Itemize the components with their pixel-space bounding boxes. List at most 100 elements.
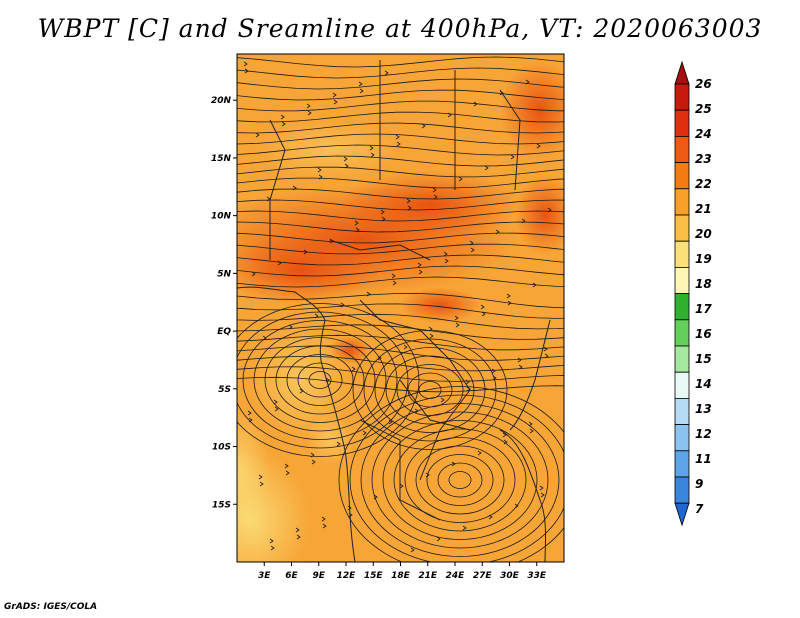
colorbar-swatch [674, 162, 690, 190]
lat-tick-label: 20N [211, 96, 232, 106]
streamline [237, 303, 420, 457]
lat-tick-label: 15S [212, 500, 231, 510]
streamline-arrow [292, 185, 297, 191]
streamline-arrow [491, 368, 496, 374]
streamline-arrow [373, 494, 378, 500]
streamline-arrow [362, 430, 367, 436]
lat-tick-label: EQ [217, 327, 231, 337]
streamline [242, 320, 398, 440]
streamline-arrow [288, 324, 293, 330]
colorbar-label: 12 [695, 427, 712, 441]
streamline-arrow [277, 260, 282, 266]
streamline-arrow [517, 357, 522, 363]
colorbar-bottom-arrow [674, 502, 690, 527]
streamline-arrow [258, 474, 263, 480]
lat-tick-label: 15N [211, 154, 232, 164]
streamline [237, 56, 564, 68]
streamline-arrow [465, 379, 470, 385]
colorbar-swatch [674, 214, 690, 242]
streamline [382, 420, 538, 540]
colorbar-label: 20 [695, 227, 712, 241]
streamline-arrow [502, 432, 507, 438]
streamline [396, 364, 464, 416]
colorbar-swatch [674, 83, 690, 111]
streamline-arrow [440, 397, 445, 403]
streamline-arrow [417, 262, 422, 268]
streamline [393, 428, 527, 532]
streamline-arrow [410, 547, 415, 553]
streamline-arrow [395, 134, 400, 140]
lon-tick-label: 21E [418, 571, 438, 581]
streamline [275, 345, 365, 415]
colorbar: 26 25 24 23 22 21 20 19 18 17 16 15 14 13 12 11 9 7 [674, 60, 712, 527]
streamline-arrow [273, 399, 278, 405]
streamline [237, 292, 564, 309]
streamline-arrow [532, 282, 537, 288]
colorbar-swatch [674, 293, 690, 321]
streamline-arrow [421, 123, 426, 129]
streamline-arrow [480, 304, 485, 310]
streamline-arrow [470, 247, 475, 253]
streamline [237, 133, 564, 145]
streamline-arrow [370, 152, 375, 158]
colorbar-label: 17 [695, 302, 712, 316]
streamline-arrow [322, 523, 327, 529]
colorbar-swatch [674, 424, 690, 452]
streamline-arrow [396, 141, 401, 147]
streamline-arrow [336, 441, 341, 447]
streamline [415, 445, 505, 515]
streamline [237, 100, 564, 112]
streamline-arrow [432, 187, 437, 193]
streamline-arrow [251, 271, 256, 277]
streamline [237, 243, 564, 255]
streamline-arrow [492, 375, 497, 381]
colorbar-label: 11 [695, 452, 712, 466]
streamline-arrow [525, 79, 530, 85]
streamline [237, 67, 564, 79]
streamline-arrow [510, 154, 515, 160]
colorbar-label: 25 [695, 102, 712, 116]
streamline-arrow [296, 534, 301, 540]
colorbar-swatch [674, 371, 690, 399]
streamline-arrow [262, 335, 267, 341]
streamline-arrow [274, 406, 279, 412]
streamline-arrow [307, 110, 312, 116]
streamline [437, 462, 483, 498]
colorbar-label: 16 [695, 327, 712, 341]
streamline [253, 328, 387, 432]
streamline [404, 437, 516, 523]
colorbar-swatch [674, 450, 690, 478]
colorbar-swatch [674, 345, 690, 373]
colorbar-swatch [674, 240, 690, 268]
streamline-arrow [381, 216, 386, 222]
colorbar-swatch [674, 266, 690, 294]
streamline-arrow [284, 463, 289, 469]
streamline-arrow [244, 68, 249, 74]
streamline-arrow [503, 439, 508, 445]
streamline-arrow [447, 112, 452, 118]
streamline-arrow [295, 527, 300, 533]
lon-tick-label: 15E [364, 571, 384, 581]
streamline-arrow [451, 461, 456, 467]
streamlines [237, 56, 564, 562]
streamline [237, 166, 564, 178]
streamline [308, 371, 332, 389]
colorbar-label: 22 [695, 177, 712, 191]
lon-tick-label: 30E [500, 571, 520, 581]
streamline-arrow [366, 291, 371, 297]
streamline [237, 89, 564, 101]
streamline-arrow [481, 311, 486, 317]
colorbar-label: 13 [695, 402, 712, 416]
streamline-arrow [407, 205, 412, 211]
streamline [363, 338, 497, 442]
streamline [374, 347, 486, 433]
streamline [264, 337, 376, 423]
streamline-arrow [333, 99, 338, 105]
streamline-arrow [514, 503, 519, 509]
streamline-arrow [406, 198, 411, 204]
streamline-arrow [347, 505, 352, 511]
streamline-arrow [306, 103, 311, 109]
streamline-arrow [425, 472, 430, 478]
streamline-arrow [488, 514, 493, 520]
